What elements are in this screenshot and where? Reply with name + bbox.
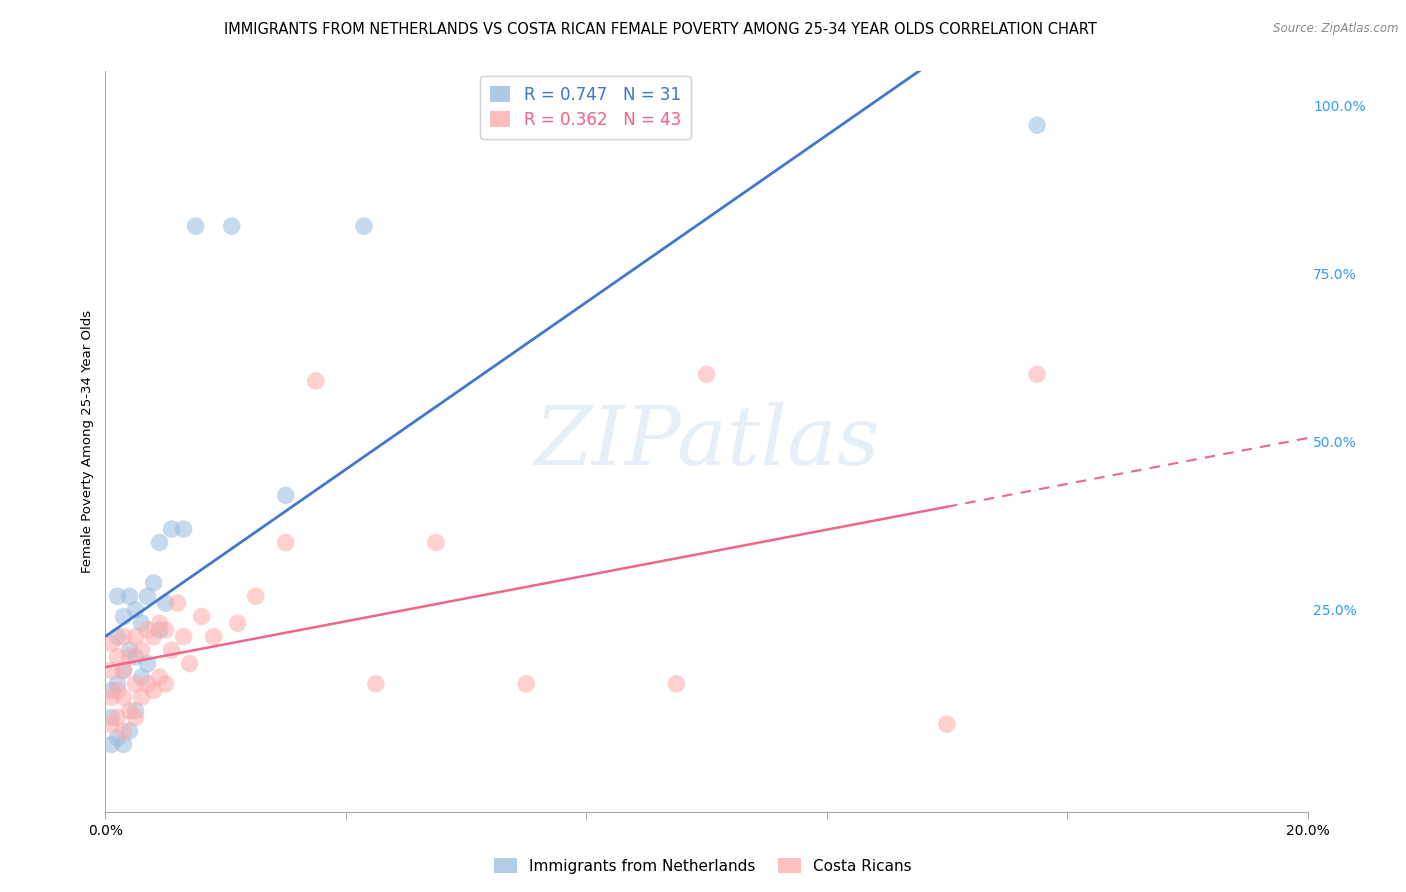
Point: [148, 670, 170, 684]
Point: [190, 609, 212, 624]
Point: [100, 710, 122, 724]
Point: [148, 623, 170, 637]
Point: [148, 616, 170, 631]
Point: [107, 590, 129, 604]
Point: [124, 677, 146, 691]
Point: [118, 643, 141, 657]
Point: [131, 690, 153, 705]
Point: [155, 623, 177, 637]
Point: [100, 690, 122, 705]
Point: [118, 649, 141, 664]
Point: [515, 677, 537, 691]
Point: [353, 219, 375, 234]
Text: IMMIGRANTS FROM NETHERLANDS VS COSTA RICAN FEMALE POVERTY AMONG 25-34 YEAR OLDS : IMMIGRANTS FROM NETHERLANDS VS COSTA RIC…: [225, 22, 1097, 37]
Point: [184, 219, 207, 234]
Point: [100, 683, 122, 698]
Point: [245, 590, 267, 604]
Point: [124, 630, 146, 644]
Point: [1026, 118, 1049, 132]
Point: [936, 717, 959, 731]
Point: [155, 596, 177, 610]
Point: [118, 590, 141, 604]
Point: [160, 643, 183, 657]
Point: [142, 683, 165, 698]
Point: [148, 535, 170, 549]
Point: [107, 649, 129, 664]
Point: [173, 522, 195, 536]
Point: [100, 636, 122, 650]
Point: [136, 590, 159, 604]
Point: [124, 704, 146, 718]
Legend: Immigrants from Netherlands, Costa Ricans: Immigrants from Netherlands, Costa Rican…: [488, 852, 918, 880]
Point: [202, 630, 225, 644]
Y-axis label: Female Poverty Among 25-34 Year Olds: Female Poverty Among 25-34 Year Olds: [82, 310, 94, 573]
Point: [136, 623, 159, 637]
Point: [179, 657, 201, 671]
Point: [100, 738, 122, 752]
Point: [274, 488, 297, 502]
Point: [131, 643, 153, 657]
Point: [112, 630, 135, 644]
Point: [131, 670, 153, 684]
Point: [305, 374, 328, 388]
Text: ZIPatlas: ZIPatlas: [534, 401, 879, 482]
Point: [112, 738, 135, 752]
Point: [364, 677, 387, 691]
Point: [155, 677, 177, 691]
Point: [100, 717, 122, 731]
Point: [142, 575, 165, 590]
Point: [173, 630, 195, 644]
Point: [112, 723, 135, 738]
Point: [124, 649, 146, 664]
Point: [107, 630, 129, 644]
Point: [112, 690, 135, 705]
Text: Source: ZipAtlas.com: Source: ZipAtlas.com: [1274, 22, 1399, 36]
Legend: R = 0.747   N = 31, R = 0.362   N = 43: R = 0.747 N = 31, R = 0.362 N = 43: [481, 76, 690, 138]
Point: [221, 219, 243, 234]
Point: [124, 603, 146, 617]
Point: [107, 710, 129, 724]
Point: [112, 609, 135, 624]
Point: [425, 535, 447, 549]
Point: [100, 664, 122, 678]
Point: [107, 683, 129, 698]
Point: [665, 677, 688, 691]
Point: [131, 616, 153, 631]
Point: [112, 664, 135, 678]
Point: [1026, 368, 1049, 382]
Point: [274, 535, 297, 549]
Point: [107, 677, 129, 691]
Point: [696, 368, 718, 382]
Point: [142, 630, 165, 644]
Point: [118, 723, 141, 738]
Point: [226, 616, 249, 631]
Point: [136, 677, 159, 691]
Point: [166, 596, 188, 610]
Point: [124, 710, 146, 724]
Point: [112, 664, 135, 678]
Point: [136, 657, 159, 671]
Point: [160, 522, 183, 536]
Point: [118, 704, 141, 718]
Point: [107, 731, 129, 745]
